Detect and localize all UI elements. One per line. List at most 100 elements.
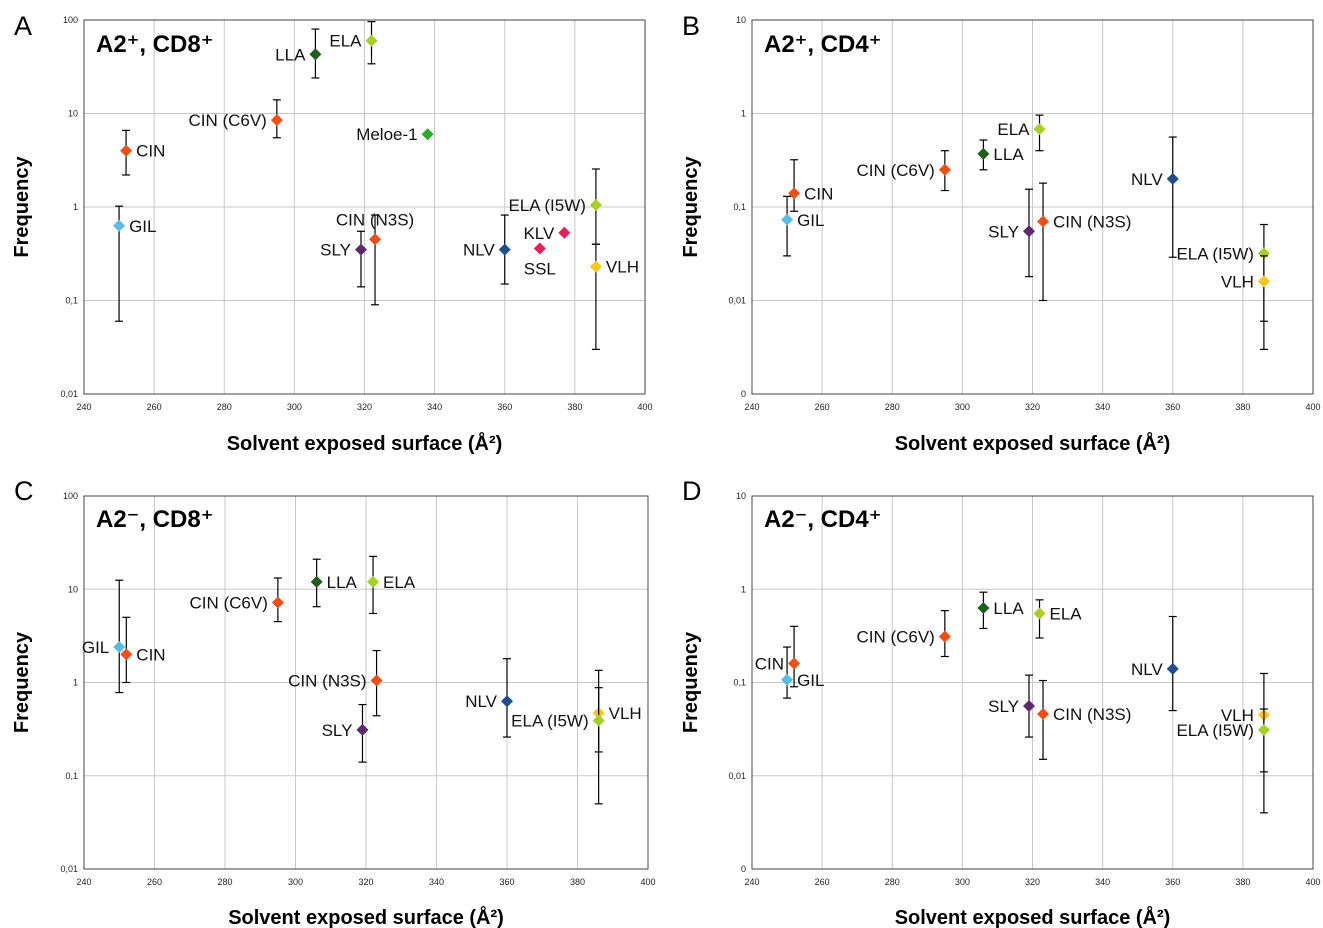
data-point: LLA <box>310 558 358 608</box>
y-tick-label: 0,1 <box>65 296 78 306</box>
panel-title: A2⁻, CD4⁺ <box>764 506 881 533</box>
y-tick-label: 10 <box>736 491 746 501</box>
x-tick-label: 240 <box>76 877 91 887</box>
panel-letter: D <box>682 476 702 506</box>
panel-letter: B <box>682 11 700 41</box>
data-point: SLY <box>320 230 367 288</box>
data-point: GIL <box>781 646 824 699</box>
data-point: CIN (C6V) <box>856 610 951 658</box>
x-tick-label: 360 <box>499 877 514 887</box>
y-tick-label: 0 <box>741 864 746 874</box>
data-point-label: ELA (I5W) <box>511 712 588 731</box>
y-tick-label: 1 <box>741 584 746 594</box>
chart-panel-d: 240 260 280 300 320 340 360 380 400 0 0,01 0,1 1 10 D A… <box>680 476 1321 928</box>
x-axis-label: Solvent exposed surface (Å²) <box>895 905 1171 928</box>
panel-title: A2⁺, CD4⁺ <box>764 31 881 58</box>
chart-panel-b: 240 260 280 300 320 340 360 380 400 0 0,01 0,1 1 10 B A… <box>680 11 1321 455</box>
data-point: CIN (C6V) <box>189 577 284 623</box>
data-point: KLV <box>523 224 571 243</box>
x-tick-label: 340 <box>427 402 442 412</box>
data-point: ELA <box>1033 599 1082 639</box>
data-point: CIN <box>755 625 801 688</box>
data-point: SSL <box>524 242 556 278</box>
data-point: Meloe-1 <box>356 125 434 144</box>
data-point-label: CIN (C6V) <box>856 628 934 647</box>
data-point: LLA <box>275 28 322 79</box>
data-point: CIN <box>788 159 833 212</box>
data-point: ELA (I5W) <box>511 687 605 805</box>
data-point-label: CIN (N3S) <box>288 672 366 691</box>
diamond-marker <box>589 199 602 212</box>
data-point-label: CIN <box>755 654 784 673</box>
x-tick-label: 280 <box>217 402 232 412</box>
data-point: SLY <box>322 703 369 763</box>
y-tick-label: 0,01 <box>728 771 746 781</box>
data-point-label: CIN (N3S) <box>1053 212 1131 231</box>
diamond-marker <box>533 242 546 255</box>
diamond-marker <box>501 695 513 708</box>
x-tick-label: 340 <box>429 877 444 887</box>
y-tick-label: 100 <box>63 15 78 25</box>
data-point-label: ELA <box>329 32 362 51</box>
x-axis-label: Solvent exposed surface (Å²) <box>228 905 504 928</box>
data-point-label: CIN (C6V) <box>856 161 934 180</box>
diamond-marker <box>938 163 951 176</box>
diamond-marker <box>977 601 990 614</box>
y-axis-label: Frequency <box>680 156 702 258</box>
diamond-marker <box>113 641 126 654</box>
data-point-label: GIL <box>797 671 824 690</box>
data-point-label: SLY <box>320 241 351 260</box>
data-point: CIN <box>120 129 165 176</box>
diamond-marker <box>1166 172 1179 185</box>
data-point: VLH <box>589 243 639 350</box>
y-tick-label: 0,1 <box>733 678 746 688</box>
data-point-label: ELA (I5W) <box>508 196 585 215</box>
x-axis-label: Solvent exposed surface (Å²) <box>895 431 1171 455</box>
x-tick-label: 320 <box>1025 402 1040 412</box>
y-tick-label: 0 <box>741 389 746 399</box>
data-point: SLY <box>988 188 1035 278</box>
y-tick-label: 10 <box>68 109 78 119</box>
diamond-marker <box>1037 707 1050 720</box>
x-tick-label: 400 <box>640 877 655 887</box>
data-point-label: CIN (N3S) <box>1053 705 1131 724</box>
x-tick-label: 300 <box>287 402 302 412</box>
x-tick-label: 360 <box>497 402 512 412</box>
data-point: ELA <box>367 555 416 615</box>
diamond-marker <box>369 233 382 246</box>
data-point-label: CIN (C6V) <box>188 111 266 130</box>
chart-panel-c: 240 260 280 300 320 340 360 380 400 0,01 0,1 1 10 100… <box>11 476 656 928</box>
x-axis-label: Solvent exposed surface (Å²) <box>227 431 503 455</box>
data-point: GIL <box>82 579 126 694</box>
data-point-label: ELA <box>383 573 416 592</box>
diamond-marker <box>498 243 511 256</box>
data-point-label: CIN <box>136 645 165 664</box>
x-tick-label: 400 <box>1305 877 1320 887</box>
data-point: CIN (N3S) <box>1037 182 1131 302</box>
data-point-label: VLH <box>1221 706 1254 725</box>
data-point: CIN (N3S) <box>1037 679 1131 760</box>
y-tick-label: 0,01 <box>60 389 78 399</box>
data-point: CIN (C6V) <box>188 99 283 139</box>
y-axis-label: Frequency <box>11 156 33 258</box>
x-tick-label: 400 <box>637 402 652 412</box>
y-tick-label: 0,1 <box>65 771 78 781</box>
diamond-marker <box>120 648 133 661</box>
data-point-label: GIL <box>129 217 156 236</box>
diamond-marker <box>558 226 571 239</box>
x-tick-label: 340 <box>1095 877 1110 887</box>
y-tick-label: 1 <box>741 109 746 119</box>
data-point: LLA <box>977 591 1024 630</box>
diamond-marker <box>356 723 369 736</box>
data-point-label: KLV <box>523 224 555 243</box>
diamond-marker <box>1037 215 1050 228</box>
x-tick-label: 260 <box>147 402 162 412</box>
diamond-marker <box>310 575 323 588</box>
x-tick-label: 280 <box>885 877 900 887</box>
data-point: VLH <box>1221 255 1270 350</box>
data-point-label: SLY <box>988 697 1019 716</box>
y-tick-label: 10 <box>736 15 746 25</box>
x-tick-label: 320 <box>358 877 373 887</box>
diamond-marker <box>421 128 434 141</box>
diamond-marker <box>120 144 133 157</box>
